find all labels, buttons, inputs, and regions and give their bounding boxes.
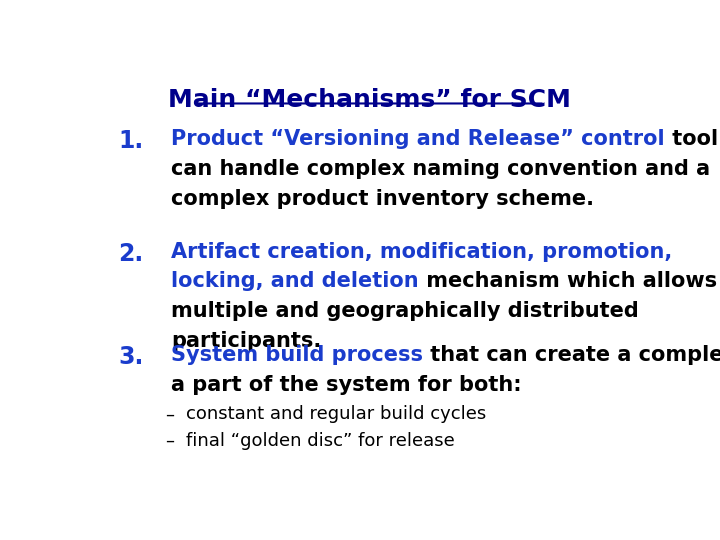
Text: –: – [166,406,174,423]
Text: constant and regular build cycles: constant and regular build cycles [186,406,486,423]
Text: –: – [166,431,174,449]
Text: multiple and geographically distributed: multiple and geographically distributed [171,301,639,321]
Text: can handle complex naming convention and a: can handle complex naming convention and… [171,159,710,179]
Text: 2.: 2. [118,241,143,266]
Text: System build process: System build process [171,346,423,366]
Text: tool that: tool that [665,129,720,149]
Text: Product “Versioning and Release” control: Product “Versioning and Release” control [171,129,665,149]
Text: 3.: 3. [118,346,143,369]
Text: mechanism which allows: mechanism which allows [418,272,716,292]
Text: a part of the system for both:: a part of the system for both: [171,375,521,395]
Text: 1.: 1. [118,129,143,153]
Text: participants.: participants. [171,332,321,352]
Text: final “golden disc” for release: final “golden disc” for release [186,431,455,449]
Text: complex product inventory scheme.: complex product inventory scheme. [171,189,594,209]
Text: Main “Mechanisms” for SCM: Main “Mechanisms” for SCM [168,87,570,112]
Text: Artifact creation, modification, promotion,: Artifact creation, modification, promoti… [171,241,672,261]
Text: locking, and deletion: locking, and deletion [171,272,418,292]
Text: that can create a complete or: that can create a complete or [423,346,720,366]
